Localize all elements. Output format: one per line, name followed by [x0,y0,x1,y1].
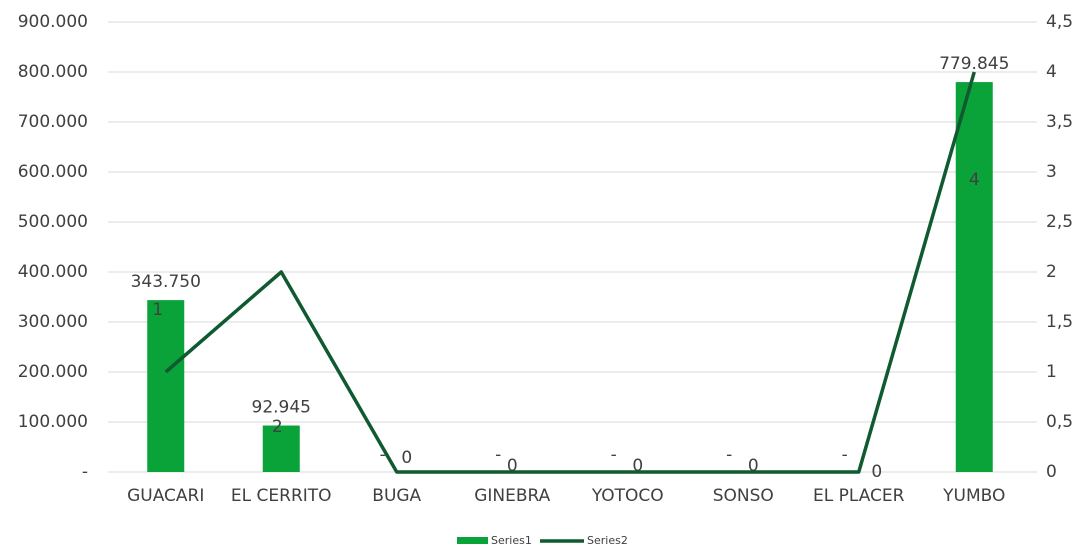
x-tick-label: GINEBRA [474,486,550,506]
x-tick-label: YUMBO [942,486,1005,506]
bar-value-label: - [842,445,848,465]
bar-value-label: - [380,445,386,465]
line-value-label: 0 [871,462,882,482]
line-value-label: 1 [152,300,163,320]
y2-tick-label: 0,5 [1046,412,1073,432]
y-tick-label: 400.000 [18,262,88,282]
x-tick-label: BUGA [372,486,421,506]
y-tick-label: 900.000 [18,12,88,32]
x-tick-label: EL CERRITO [231,486,332,506]
y2-tick-label: 2,5 [1046,212,1073,232]
x-tick-label: EL PLACER [813,486,905,506]
y2-tick-label: 3,5 [1046,112,1073,132]
line-value-label: 0 [748,456,759,476]
line-value-label: 0 [632,456,643,476]
line-value-label: 2 [272,417,283,437]
line [164,71,976,474]
bar [262,425,300,472]
y2-tick-label: 2 [1046,262,1057,282]
bar-value-label: - [611,445,617,465]
legend-label: Series2 [587,534,628,547]
y-tick-label: 700.000 [18,112,88,132]
bar-value-label: 343.750 [131,272,201,292]
y-tick-label: - [82,462,88,482]
x-tick-label: SONSO [713,486,774,506]
bar-value-label: - [495,445,501,465]
bar [147,300,185,472]
bar [955,82,993,472]
y-tick-label: 300.000 [18,312,88,332]
bar-value-label: 92.945 [252,398,311,418]
y-tick-label: 600.000 [18,162,88,182]
y2-tick-label: 3 [1046,162,1057,182]
y-tick-label: 200.000 [18,362,88,382]
line-value-label: 4 [969,170,980,190]
y-tick-label: 100.000 [18,412,88,432]
y-tick-label: 500.000 [18,212,88,232]
y2-tick-label: 1,5 [1046,312,1073,332]
y2-tick-label: 4 [1046,62,1057,82]
y2-tick-label: 1 [1046,362,1057,382]
bar-value-label: - [726,445,732,465]
legend-label: Series1 [491,534,532,547]
line-value-label: 0 [401,448,412,468]
line-value-label: 0 [507,456,518,476]
y2-tick-label: 4,5 [1046,12,1073,32]
y2-tick-label: 0 [1046,462,1057,482]
x-tick-label: GUACARI [127,486,204,506]
y-tick-label: 800.000 [18,62,88,82]
x-tick-label: YOTOCO [591,486,664,506]
legend-swatch [457,537,488,544]
bar-value-label: 779.845 [939,54,1009,74]
